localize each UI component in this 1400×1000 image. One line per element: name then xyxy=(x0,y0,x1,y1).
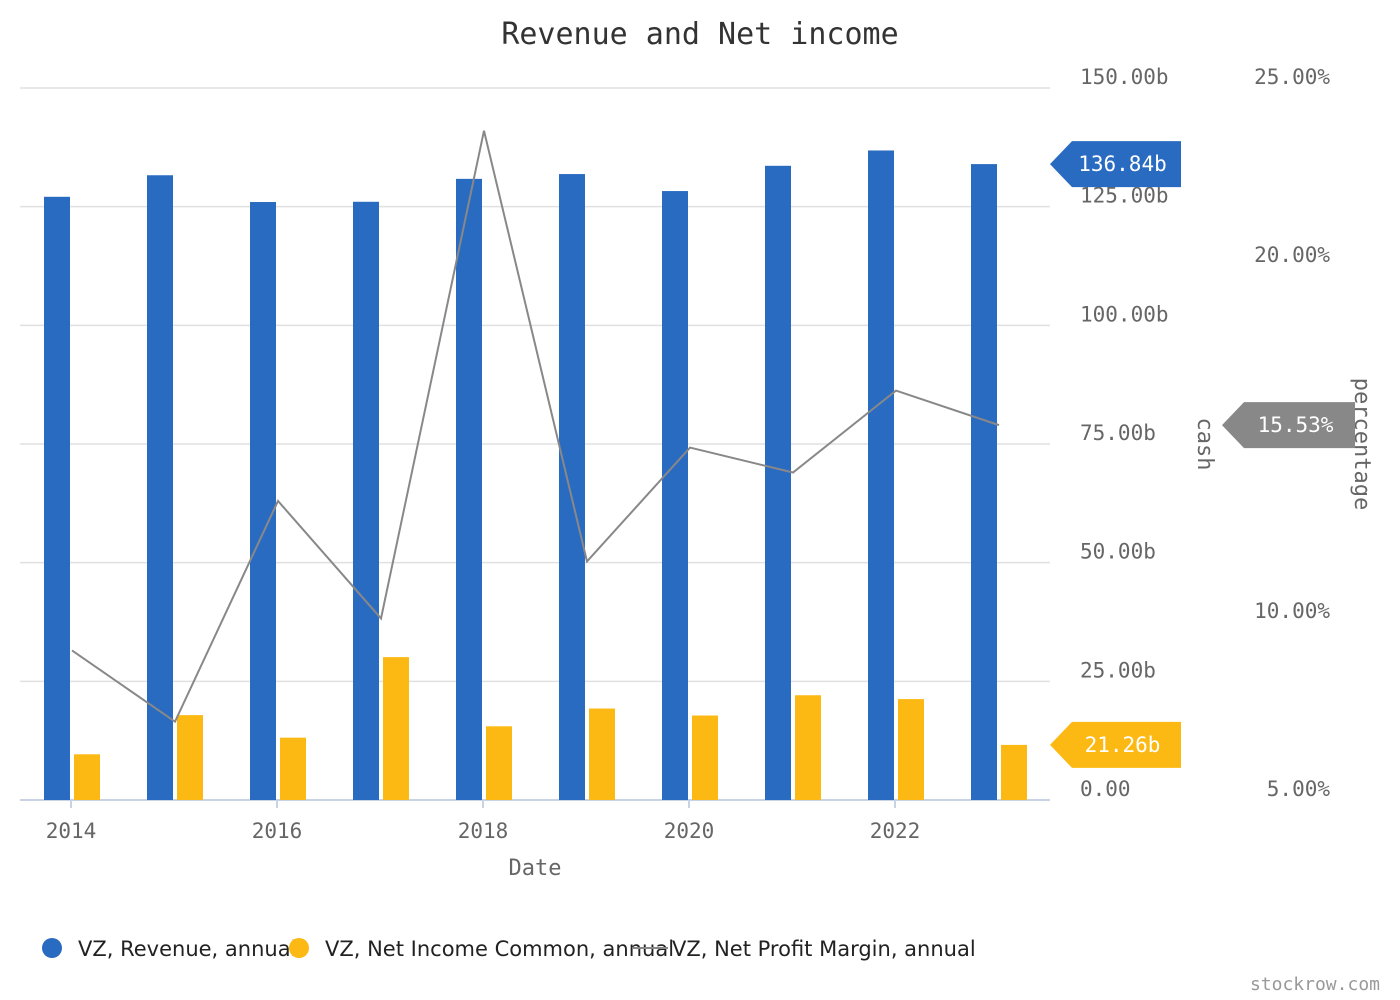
revenue-bar xyxy=(662,191,688,800)
revenue-bar xyxy=(353,201,379,801)
watermark: stockrow.com xyxy=(1250,974,1380,995)
legend-marker xyxy=(42,938,62,958)
line-series xyxy=(71,130,1000,724)
legend-item[interactable]: VZ, Revenue, annual xyxy=(42,937,296,961)
y-tick-label: 50.00b xyxy=(1080,540,1156,564)
x-tick-label: 2022 xyxy=(870,819,921,843)
legend-label: VZ, Revenue, annual xyxy=(78,937,296,961)
x-tick-label: 2014 xyxy=(46,819,97,843)
value-tag-shape xyxy=(1222,402,1355,449)
net-income-bar xyxy=(383,657,409,800)
value-tags: 136.84b 21.26b 15.53% xyxy=(1050,141,1355,768)
y-axis-cash: 0.00 25.00b 50.00b 75.00b 100.00b 125.00b 150.… xyxy=(1080,65,1169,801)
x-tick-label: 2018 xyxy=(458,819,509,843)
legend-label: VZ, Net Profit Margin, annual xyxy=(672,937,976,961)
net-income-bar xyxy=(1001,744,1027,800)
legend-item[interactable]: VZ, Net Income Common, annual xyxy=(289,937,674,961)
revenue-bar xyxy=(44,196,70,801)
y2-tick-label: 5.00% xyxy=(1267,777,1331,801)
net-income-bar xyxy=(177,715,203,800)
x-tick-label: 2016 xyxy=(252,819,303,843)
profit-margin-value-tag: 15.53% xyxy=(1222,402,1355,449)
legend-label: VZ, Net Income Common, annual xyxy=(325,937,674,961)
net-income-value-tag: 21.26b xyxy=(1050,721,1181,768)
value-tag-shape xyxy=(1050,141,1181,188)
net-income-bar xyxy=(74,754,100,800)
revenue-bar xyxy=(868,150,894,801)
net-profit-margin-line xyxy=(71,130,1000,724)
y2-tick-label: 20.00% xyxy=(1254,243,1330,267)
x-tick-label: 2020 xyxy=(664,819,715,843)
revenue-bar xyxy=(971,164,997,801)
bar-series xyxy=(44,150,1027,801)
revenue-bar xyxy=(250,202,276,800)
y2-tick-label: 25.00% xyxy=(1254,65,1330,89)
revenue-bar xyxy=(559,174,585,800)
legend-marker xyxy=(289,938,309,958)
gridlines xyxy=(20,87,1050,801)
value-tag-label: 136.84b xyxy=(1078,152,1167,176)
y-tick-label: 25.00b xyxy=(1080,658,1156,682)
y-tick-label: 150.00b xyxy=(1080,65,1169,89)
y-axis-percentage: 5.00% 10.00% 20.00% 25.00% xyxy=(1254,65,1330,801)
y2-tick-label: 10.00% xyxy=(1254,599,1330,623)
net-income-bar xyxy=(486,726,512,800)
revenue-bar xyxy=(147,175,173,801)
value-tag-shape xyxy=(1050,721,1181,768)
legend-item[interactable]: VZ, Net Profit Margin, annual xyxy=(632,937,976,961)
y-tick-label: 100.00b xyxy=(1080,302,1169,326)
revenue-value-tag: 136.84b xyxy=(1050,141,1181,188)
net-income-bar xyxy=(898,699,924,800)
y-tick-label: 125.00b xyxy=(1080,184,1169,208)
net-income-bar xyxy=(692,715,718,800)
x-axis: 2014 2016 2018 2020 2022 xyxy=(46,800,921,843)
y-axis-label: cash xyxy=(1192,418,1217,471)
legend: VZ, Revenue, annual VZ, Net Income Common… xyxy=(42,937,976,961)
revenue-bar xyxy=(456,178,482,800)
x-axis-label: Date xyxy=(509,856,562,881)
value-tag-label: 15.53% xyxy=(1258,413,1334,437)
net-income-bar xyxy=(589,708,615,800)
y-tick-label: 0.00 xyxy=(1080,777,1131,801)
net-income-bar xyxy=(795,695,821,800)
chart-title: Revenue and Net income xyxy=(501,17,898,52)
y-tick-label: 75.00b xyxy=(1080,421,1156,445)
value-tag-label: 21.26b xyxy=(1085,733,1161,757)
net-income-bar xyxy=(280,737,306,800)
revenue-bar xyxy=(765,165,791,801)
